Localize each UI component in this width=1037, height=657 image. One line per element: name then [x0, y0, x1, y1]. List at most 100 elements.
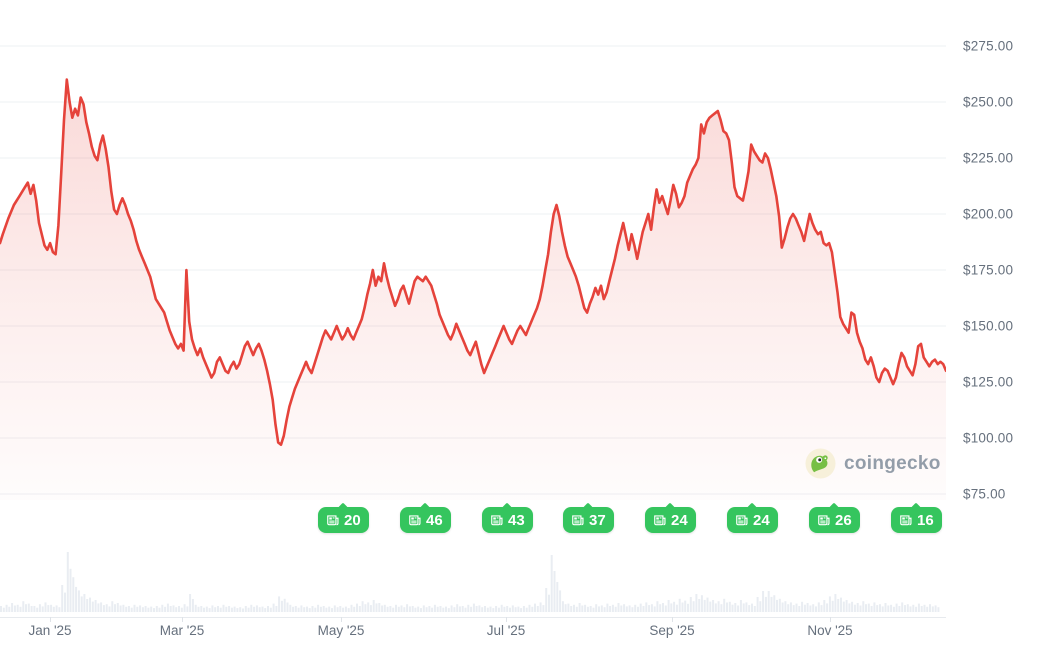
price-axis-label: $200.00	[963, 206, 1014, 222]
volume-bar	[923, 604, 926, 612]
volume-bar	[767, 591, 770, 612]
volume-bar	[381, 605, 384, 612]
news-count: 46	[426, 511, 443, 529]
volume-bar	[929, 604, 931, 612]
volume-bar	[481, 607, 484, 612]
volume-bar	[648, 605, 651, 612]
volume-bar	[325, 607, 328, 612]
volume-bar	[522, 606, 525, 612]
price-line-chart[interactable]	[0, 0, 946, 505]
volume-bar	[670, 603, 673, 612]
volume-bar	[253, 606, 256, 612]
volume-bar	[545, 588, 548, 612]
volume-bar	[589, 606, 592, 612]
volume-bar	[311, 606, 314, 612]
volume-bar	[105, 604, 108, 612]
volume-bar	[561, 601, 564, 612]
volume-bar	[283, 598, 286, 612]
volume-bar	[520, 608, 523, 612]
volume-bar	[267, 606, 269, 612]
volume-bar	[425, 607, 428, 612]
volume-bar	[30, 606, 33, 612]
volume-bar	[667, 600, 670, 612]
volume-bar	[876, 605, 879, 612]
volume-bar	[458, 606, 461, 612]
volume-bar	[392, 607, 395, 612]
volume-bar	[550, 555, 553, 612]
news-count-badge[interactable]: 24	[645, 507, 696, 533]
news-count-badge[interactable]: 26	[809, 507, 860, 533]
volume-bar	[214, 607, 217, 612]
volume-bar	[66, 552, 69, 612]
volume-bar	[631, 607, 634, 612]
volume-bar	[147, 607, 150, 612]
volume-bar	[712, 600, 715, 612]
volume-bar	[64, 592, 66, 612]
volume-bar	[684, 600, 687, 612]
newspaper-icon	[900, 515, 912, 526]
volume-bar	[306, 606, 308, 612]
news-count-badge[interactable]: 46	[400, 507, 451, 533]
volume-bar	[294, 606, 297, 612]
volume-bar	[497, 607, 500, 612]
volume-bar	[817, 602, 820, 612]
news-count: 24	[671, 511, 688, 529]
volume-bar	[239, 607, 242, 612]
volume-bar	[194, 604, 197, 612]
volume-bar	[762, 591, 765, 612]
volume-bar	[445, 606, 447, 612]
volume-bar	[620, 605, 623, 612]
volume-bar	[319, 606, 322, 612]
volume-bar	[831, 600, 834, 612]
volume-bar	[812, 604, 815, 612]
volume-bar	[881, 606, 884, 612]
volume-bar	[397, 606, 400, 612]
volume-bar	[361, 601, 364, 612]
volume-bar	[367, 602, 370, 612]
news-count-badge[interactable]: 37	[563, 507, 614, 533]
volume-bar	[789, 602, 792, 612]
volume-bar	[776, 599, 778, 612]
volume-bar	[634, 604, 637, 612]
volume-bar	[495, 606, 498, 612]
x-axis-label: Nov '25	[807, 623, 853, 638]
news-count-badge[interactable]: 20	[318, 507, 369, 533]
volume-bar	[333, 605, 336, 612]
volume-bar	[38, 604, 41, 612]
volume-bar	[436, 606, 439, 612]
volume-bar	[114, 604, 116, 612]
volume-bar	[695, 594, 698, 612]
volume-bar	[698, 599, 701, 612]
volume-bar	[264, 608, 267, 612]
volume-bar	[895, 603, 898, 612]
x-axis-line	[0, 617, 946, 618]
volume-bar	[141, 607, 144, 612]
news-count-badge[interactable]: 43	[482, 507, 533, 533]
volume-bar	[692, 601, 695, 612]
volume-bar	[840, 597, 842, 612]
volume-bar	[303, 607, 306, 612]
volume-bar	[806, 603, 809, 612]
price-axis-label: $150.00	[963, 318, 1014, 334]
volume-bar	[100, 602, 103, 612]
price-axis-label: $175.00	[963, 262, 1014, 278]
volume-bar	[50, 604, 53, 612]
volume-bar	[77, 590, 80, 612]
volume-bar	[603, 607, 606, 612]
news-count: 24	[753, 511, 770, 529]
price-axis-label: $250.00	[963, 94, 1014, 110]
news-count: 26	[835, 511, 852, 529]
volume-bar	[511, 605, 514, 612]
volume-bar	[250, 604, 253, 612]
news-count-badge[interactable]: 24	[727, 507, 778, 533]
volume-bar	[528, 604, 531, 612]
volume-bar	[904, 605, 906, 612]
price-axis-label: $75.00	[963, 486, 1006, 502]
news-count: 20	[344, 511, 361, 529]
news-count-badge[interactable]: 16	[891, 507, 942, 533]
volume-bar	[155, 606, 158, 612]
x-axis-label: Mar '25	[159, 623, 205, 638]
volume-bar	[431, 607, 434, 612]
volume-bar	[475, 606, 478, 612]
